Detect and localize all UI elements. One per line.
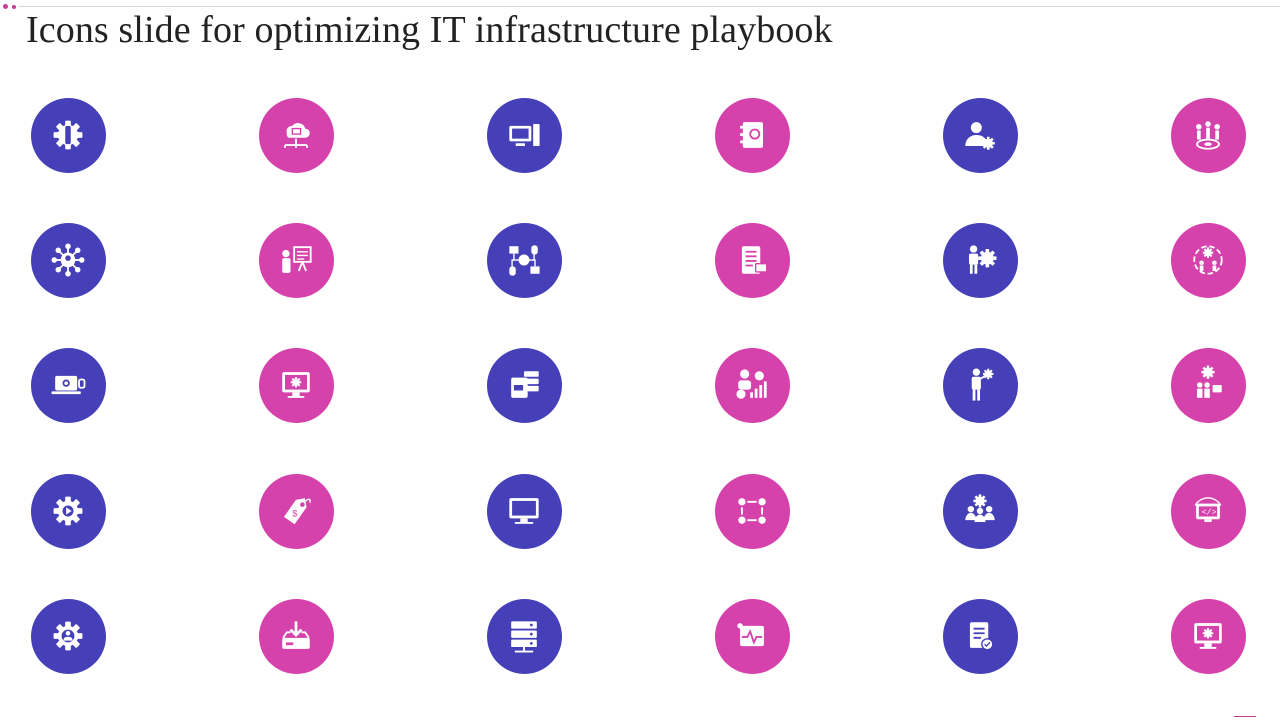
accent-dot (12, 5, 16, 9)
desktop-monitor-icon (486, 473, 562, 549)
monitor-gear-icon (258, 347, 334, 423)
server-rack-icon (486, 598, 562, 674)
team-collaboration-gear-icon (1170, 347, 1246, 423)
presentation-board-icon (258, 222, 334, 298)
person-gear-icon (942, 222, 1018, 298)
top-rule (18, 6, 1280, 7)
svg-text:</>: </> (1202, 508, 1217, 518)
download-tray-icon (258, 598, 334, 674)
analyst-growth-icon (714, 347, 790, 423)
workflow-nodes-icon (714, 473, 790, 549)
pulse-monitor-icon (714, 598, 790, 674)
gear-wrench-icon (30, 97, 106, 173)
cycle-team-icon (1170, 222, 1246, 298)
team-target-icon (1170, 97, 1246, 173)
user-settings-icon (942, 97, 1018, 173)
price-tag-icon: $ (258, 473, 334, 549)
data-server-icon (486, 347, 562, 423)
notebook-chat-icon (714, 97, 790, 173)
svg-text:$: $ (292, 509, 297, 519)
slide-title: Icons slide for optimizing IT infrastruc… (26, 9, 833, 51)
gear-play-icon (30, 473, 106, 549)
network-hub-user-icon (30, 222, 106, 298)
businessman-idea-gear-icon (942, 347, 1018, 423)
team-gear-icon (942, 473, 1018, 549)
checklist-report-icon (714, 222, 790, 298)
bottom-accent-mark (1234, 716, 1256, 717)
global-network-devices-icon (486, 222, 562, 298)
code-monitor-icon: </> (1170, 473, 1246, 549)
document-approved-icon (942, 598, 1018, 674)
laptop-gear-icon (30, 347, 106, 423)
accent-dot (3, 4, 8, 9)
cloud-network-icon (258, 97, 334, 173)
gear-user-icon (30, 598, 106, 674)
monitor-settings-icon (1170, 598, 1246, 674)
computer-setup-icon (486, 97, 562, 173)
